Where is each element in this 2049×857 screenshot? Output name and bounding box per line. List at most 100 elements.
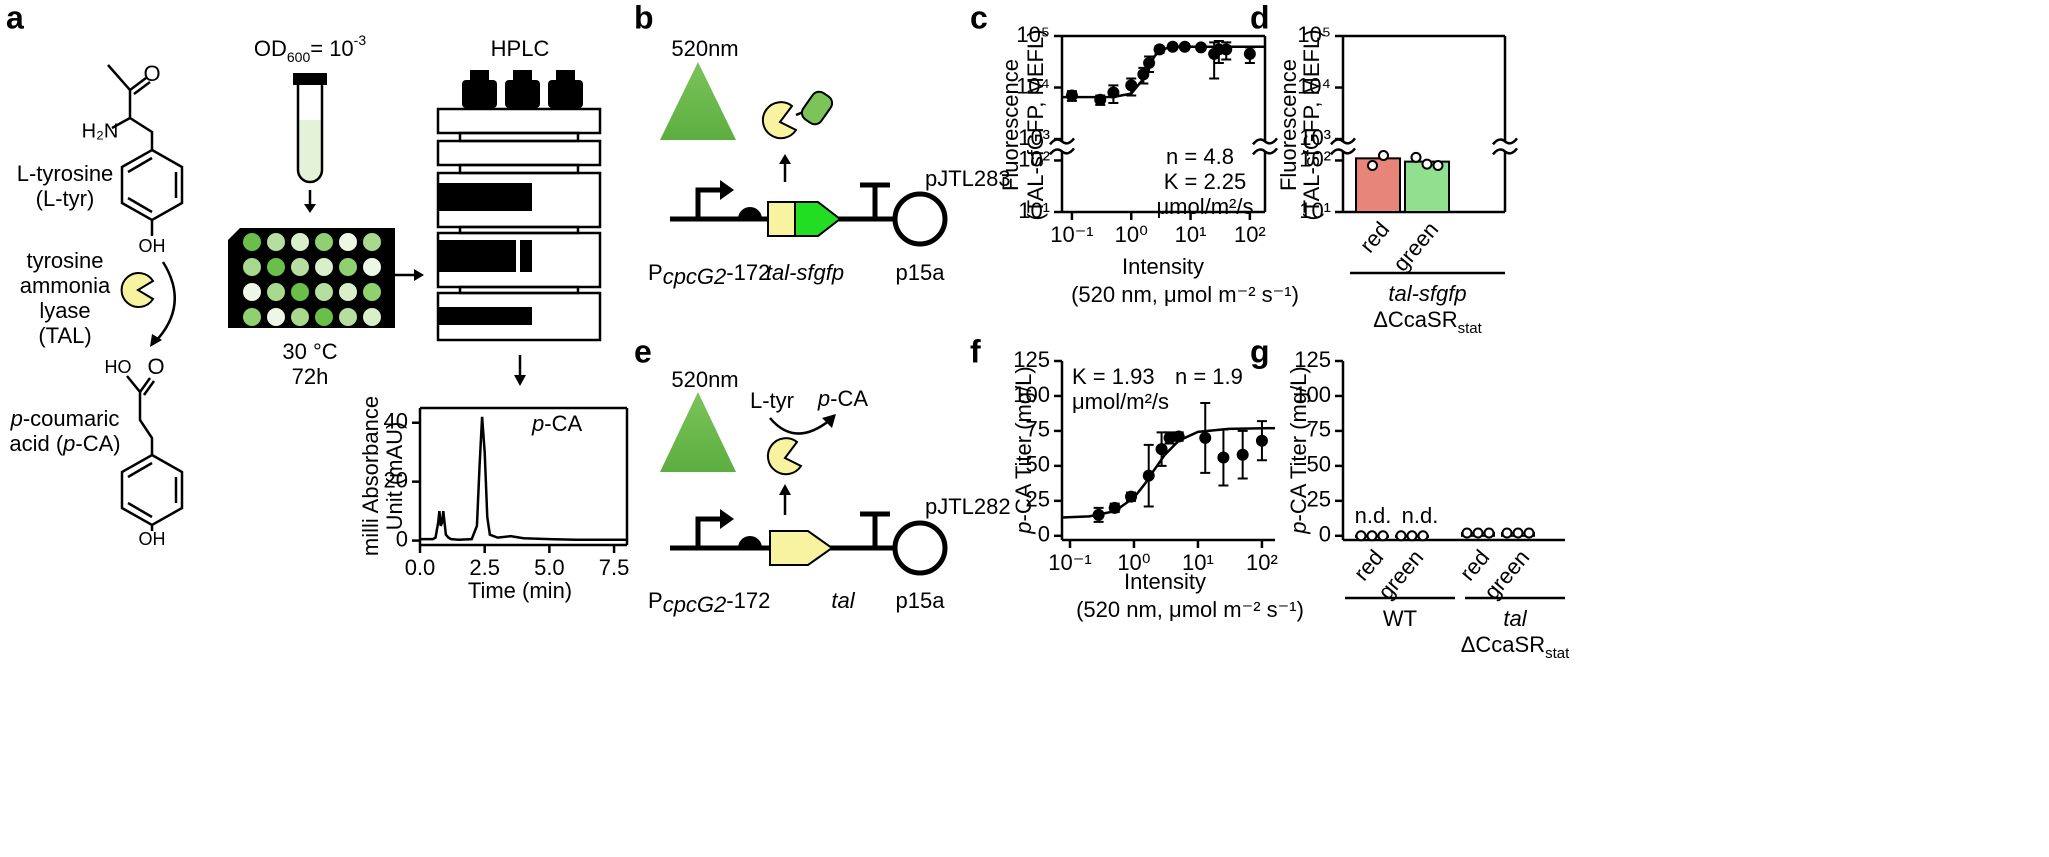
tube-cap <box>293 73 327 85</box>
data-point <box>1199 431 1212 444</box>
text-part: -172 <box>726 260 770 285</box>
data-point <box>1143 56 1156 69</box>
plasmid-label: pJTL282 <box>925 494 1011 519</box>
gene-circuit <box>670 180 948 247</box>
axis-label: (TAL-sfGFP, MEFL) <box>1299 29 1324 220</box>
text-part: p <box>1011 522 1036 535</box>
data-point <box>1178 40 1191 53</box>
x-tick-label: 10² <box>1246 550 1278 575</box>
replicate-point <box>1378 149 1389 161</box>
y-tick-label: 0 <box>396 526 408 551</box>
axis-break <box>1048 141 1076 152</box>
data-point <box>1236 448 1249 461</box>
text-part: -CA <box>544 411 582 436</box>
light-label: 520nm <box>671 367 738 392</box>
y-tick-label: 75 <box>1026 417 1050 442</box>
product-label: acid (p-CA) <box>9 431 120 456</box>
text-part: OD <box>254 36 287 61</box>
data-point <box>1153 43 1166 56</box>
axis-label: (520 nm, μmol m⁻² s⁻¹) <box>1071 282 1299 307</box>
tyrosine-structure <box>107 64 184 236</box>
hplc-instrument <box>436 70 602 342</box>
replicate-point <box>1406 530 1418 542</box>
axis-break <box>1251 141 1279 152</box>
well <box>363 283 381 301</box>
panel-label: a <box>6 0 24 35</box>
enzyme-label: (TAL) <box>38 323 91 348</box>
well <box>315 283 333 301</box>
well <box>291 258 309 276</box>
charts: 0 20 40 0.0 2.5 5.0 7.5 milli Absorbance Unit (m… <box>358 22 1570 662</box>
annotation: n.d. <box>1355 503 1392 528</box>
well <box>339 283 357 301</box>
atom-label: OH <box>139 529 166 549</box>
data-point <box>1255 434 1268 447</box>
data-point <box>1163 431 1176 444</box>
text-part: p <box>62 431 75 456</box>
text-part: P <box>648 260 663 285</box>
text-part: 600 <box>287 49 311 65</box>
replicate-point <box>1512 527 1524 539</box>
promoter-label: PcpcG2-172 <box>648 260 770 289</box>
atom-label: HO <box>105 357 132 377</box>
axis-label: p-CA Titer (mg/L) <box>1011 366 1036 535</box>
y-tick-label: 25 <box>1307 487 1331 512</box>
y-tick-label: 10² <box>1299 146 1331 171</box>
well <box>315 233 333 251</box>
x-tick-label: 10⁻¹ <box>1050 222 1093 247</box>
substrate-label: L-tyrosine <box>17 161 114 186</box>
replicate-point <box>1410 151 1422 163</box>
group-label: tal-sfgfp <box>1388 281 1466 306</box>
y-tick-label: 10³ <box>1299 125 1331 150</box>
arrow-head <box>779 484 791 495</box>
enzyme-icon <box>761 101 798 140</box>
text-part: cpcG2 <box>663 264 727 289</box>
light-triangle <box>660 392 736 472</box>
annotation: μmol/m²/s <box>1156 194 1253 219</box>
strain-label: ΔCcaSRstat <box>1461 632 1570 662</box>
well <box>243 308 261 326</box>
y-tick-label: 10¹ <box>1299 198 1331 223</box>
x-tick-label: 10⁰ <box>1115 222 1148 247</box>
replicate-point <box>1472 527 1484 539</box>
strain-label: ΔCcaSRstat <box>1373 307 1482 337</box>
axis-label: p-CA Titer (mg/L) <box>1286 366 1311 535</box>
gene-label: tal <box>831 588 855 613</box>
y-tick-label: 50 <box>1307 452 1331 477</box>
replicate-point <box>1461 527 1473 539</box>
text-part: P <box>648 588 663 613</box>
data-point <box>1220 43 1233 56</box>
well <box>243 283 261 301</box>
data-point <box>1172 430 1185 443</box>
y-tick-label: 125 <box>1294 347 1331 372</box>
atom-label: OH <box>139 236 166 256</box>
axis-label: (520 nm, μmol m⁻² s⁻¹) <box>1076 597 1304 622</box>
promoter-label: PcpcG2-172 <box>648 588 770 617</box>
text-part: p <box>531 411 544 436</box>
panel-label: g <box>1250 333 1270 369</box>
axis-label: (TAL-sfGFP, MEFL) <box>1023 29 1048 220</box>
atom-label: O <box>143 61 160 86</box>
condition-label: 30 °C <box>282 339 337 364</box>
category-label: green <box>1479 545 1534 604</box>
replicate-point <box>1432 159 1444 171</box>
annotation: n = 1.9 <box>1175 364 1243 389</box>
annotation: n.d. <box>1402 503 1439 528</box>
replicate-point <box>1355 530 1367 542</box>
text-part: -3 <box>354 32 367 48</box>
well <box>291 283 309 301</box>
hplc-label: HPLC <box>491 36 550 61</box>
atom-label: H₂N <box>82 120 119 142</box>
x-tick-label: 10⁰ <box>1117 550 1150 575</box>
category-label: green <box>1373 545 1428 604</box>
data-point <box>1125 79 1138 92</box>
chromatogram-line <box>420 416 627 541</box>
data-point <box>1194 41 1207 54</box>
y-tick-label: 20 <box>384 467 408 492</box>
text-part: p <box>10 406 23 431</box>
well <box>315 308 333 326</box>
replicate-point <box>1377 530 1389 542</box>
text-part: -CA) <box>75 431 120 456</box>
data-point <box>1155 443 1168 456</box>
